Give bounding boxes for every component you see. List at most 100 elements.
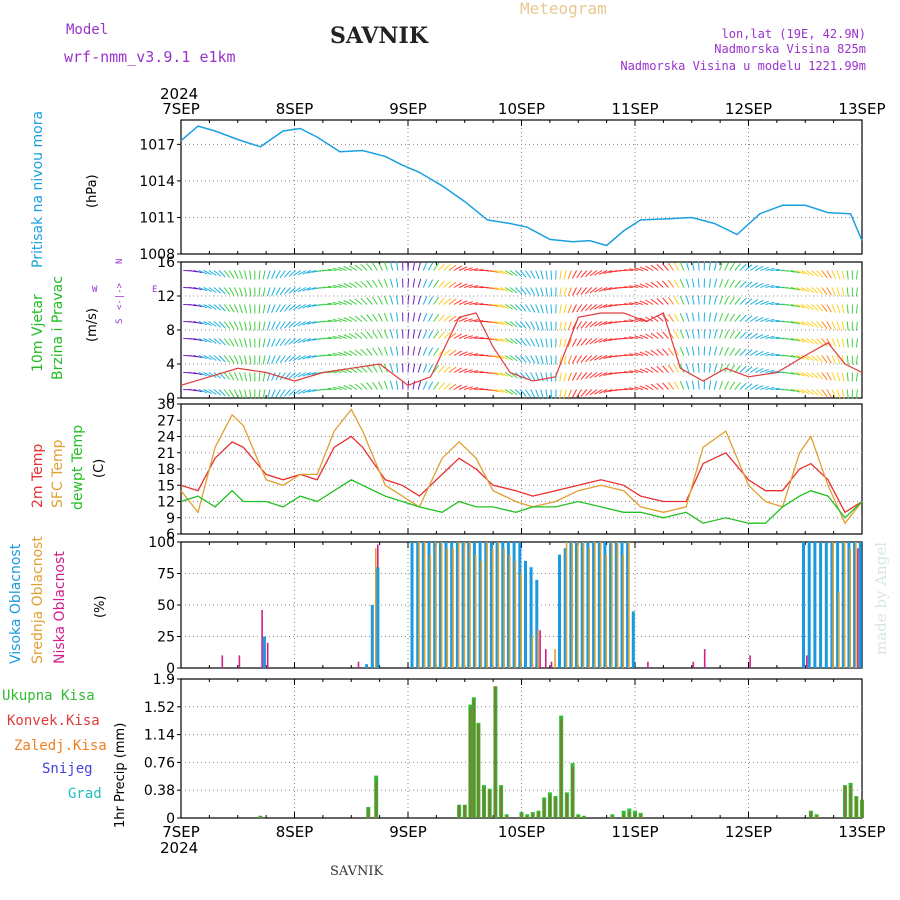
wind-arrow — [213, 321, 222, 328]
wind-arrow — [697, 312, 700, 322]
wind-arrow — [585, 304, 593, 312]
wind-arrow — [831, 372, 837, 381]
wind-arrow — [713, 329, 718, 339]
wind-arrow — [519, 338, 527, 346]
cloud-bar-low — [647, 661, 649, 668]
wind-arrow — [238, 287, 243, 297]
cloud-bar-high — [586, 542, 590, 668]
temp-unit: (C) — [92, 459, 107, 478]
wind-arrow — [377, 262, 383, 271]
wind-arrow — [785, 304, 795, 307]
cloud-bar-high — [631, 611, 635, 668]
wind-arrow — [708, 295, 712, 305]
wind-arrow — [755, 282, 764, 288]
wind-arrow — [293, 355, 302, 362]
wind-arrow — [372, 381, 378, 390]
wind-arrow — [679, 381, 685, 390]
wind-arrow — [535, 321, 540, 331]
wind-arrow — [645, 282, 654, 288]
wind-arrow — [412, 278, 416, 288]
wind-arrow — [383, 278, 389, 288]
wind-arrow — [228, 304, 235, 313]
wind-arrow — [713, 295, 718, 305]
wind-arrow — [360, 263, 368, 271]
wind-arrow — [567, 287, 572, 297]
wind-arrow — [464, 369, 473, 373]
precip-snow-label: Snijeg — [42, 761, 93, 777]
wind-arrow — [499, 372, 509, 377]
wind-arrow — [366, 348, 373, 356]
wind-arrow — [297, 287, 307, 293]
y-tick-label: 1008 — [139, 247, 175, 263]
station-title: SAVNIK — [330, 23, 429, 49]
model-label: Model — [66, 22, 108, 38]
wind-arrow — [559, 355, 562, 365]
wind-arrow — [427, 262, 434, 271]
wind-arrow — [826, 372, 832, 381]
wind-arrow — [360, 348, 368, 356]
cloud-bar-high — [529, 567, 533, 668]
wind-arrow — [826, 321, 832, 330]
wind-arrow — [749, 299, 759, 305]
wind-arrow — [297, 338, 307, 344]
wind-arrow — [650, 349, 659, 356]
wind-arrow — [407, 312, 410, 322]
wind-arrow — [645, 384, 654, 390]
wind-arrow — [656, 366, 664, 373]
wind-arrow — [580, 338, 588, 346]
year-bottom: 2024 — [160, 839, 198, 857]
wind-arrow — [567, 270, 572, 280]
wind-arrow — [679, 347, 685, 356]
wind-arrow — [193, 389, 203, 393]
wind-arrow — [598, 338, 608, 343]
wind-arrow — [785, 270, 795, 273]
x-date-label-bottom: 12SEP — [725, 823, 772, 841]
wind-arrow — [770, 336, 780, 339]
wind-arrow — [417, 312, 422, 322]
wind-arrow — [297, 389, 307, 395]
wind-arrow — [713, 346, 718, 356]
wind-arrow — [790, 338, 800, 342]
wind-arrow — [198, 304, 208, 309]
wind-arrow — [499, 321, 509, 326]
precip-bar-conv — [520, 813, 523, 818]
wind-arrow — [284, 287, 291, 295]
wind-arrow — [744, 349, 753, 356]
wind-dir-n: N — [115, 259, 125, 264]
wind-arrow — [679, 296, 685, 305]
wind-arrow — [293, 304, 302, 311]
wind-arrow — [233, 304, 239, 313]
wind-arrow — [327, 353, 337, 356]
wind-arrow — [203, 355, 212, 361]
wind-arrow — [755, 333, 764, 339]
wind-arrow — [453, 282, 462, 288]
wind-title-line1: 10m Vjetar — [30, 294, 46, 372]
wind-arrow — [417, 329, 422, 339]
precip-bar-conv — [577, 815, 580, 818]
wind-arrow — [841, 372, 845, 382]
wind-arrow — [749, 316, 759, 322]
wind-arrow — [218, 304, 226, 312]
wind-arrow — [719, 278, 724, 288]
wind-arrow — [438, 314, 445, 322]
wind-arrow — [790, 355, 800, 359]
wind-arrow — [563, 372, 567, 382]
wind-arrow — [724, 381, 730, 390]
wind-arrow — [383, 261, 389, 271]
wind-arrow — [685, 380, 690, 390]
cloud-high-label: Visoka Oblacnost — [8, 543, 24, 664]
wind-arrow — [628, 387, 638, 390]
wind-arrow — [474, 337, 484, 339]
wind-arrow — [673, 296, 680, 305]
wind-arrow — [249, 321, 252, 331]
wind-arrow — [545, 304, 548, 314]
wind-arrow — [275, 304, 281, 313]
wind-arrow — [389, 380, 394, 390]
wind-arrow — [366, 314, 373, 322]
precip-bar-conv — [548, 796, 551, 818]
precip-bar-conv — [628, 812, 631, 818]
wind-arrow — [545, 287, 548, 297]
cloud-low-label: Niska Oblacnost — [52, 551, 68, 664]
wind-arrow — [744, 264, 753, 271]
y-tick-label: 0 — [166, 811, 175, 827]
